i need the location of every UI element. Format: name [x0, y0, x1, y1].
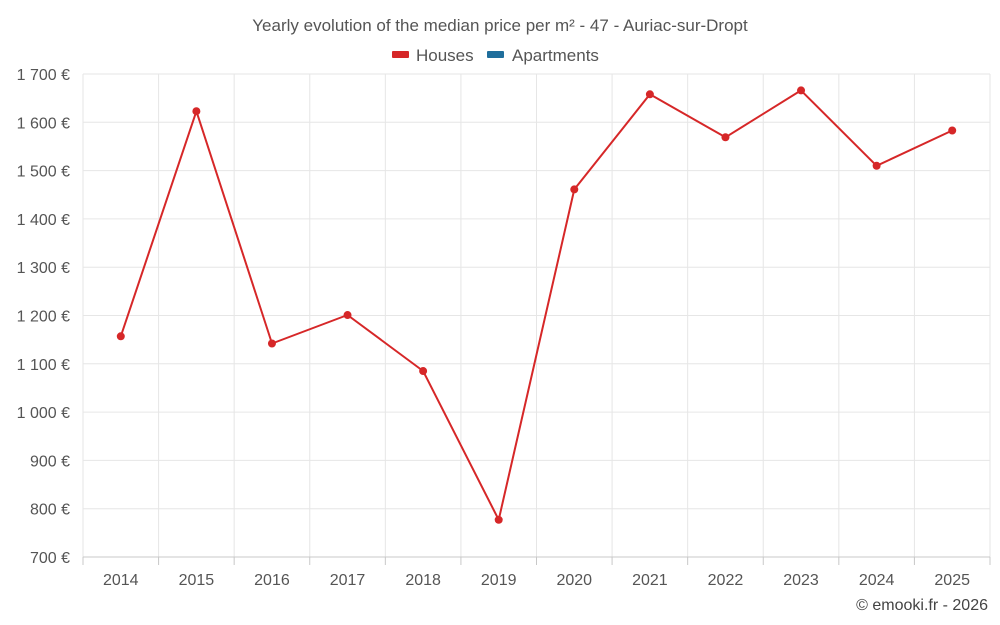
legend-swatch-houses [392, 51, 409, 58]
credit: © emooki.fr - 2026 [856, 597, 988, 614]
y-tick-label: 1 300 € [17, 260, 70, 277]
y-tick-label: 1 700 € [17, 67, 70, 84]
x-tick-label: 2019 [481, 572, 517, 589]
legend-swatch-apartments [487, 51, 504, 58]
x-tick-label: 2020 [556, 572, 592, 589]
data-point-houses[interactable] [343, 311, 352, 320]
y-tick-label: 1 200 € [17, 309, 70, 326]
data-point-houses[interactable] [872, 161, 881, 170]
y-tick-label: 700 € [30, 550, 70, 567]
y-tick-label: 1 600 € [17, 115, 70, 132]
y-tick-label: 900 € [30, 453, 70, 470]
y-tick-label: 1 400 € [17, 212, 70, 229]
data-point-houses[interactable] [116, 332, 125, 341]
data-point-houses[interactable] [192, 107, 201, 116]
data-point-houses[interactable] [570, 185, 579, 194]
x-tick-label: 2022 [708, 572, 744, 589]
data-point-houses[interactable] [267, 339, 276, 348]
x-tick-label: 2025 [934, 572, 970, 589]
chart-title: Yearly evolution of the median price per… [252, 16, 748, 35]
x-tick-label: 2018 [405, 572, 441, 589]
x-tick-label: 2021 [632, 572, 668, 589]
x-tick-label: 2024 [859, 572, 895, 589]
grid [82, 73, 991, 558]
y-tick-label: 1 000 € [17, 405, 70, 422]
series-line-houses [119, 89, 953, 521]
y-tick-label: 1 100 € [17, 357, 70, 374]
x-tick-label: 2016 [254, 572, 290, 589]
x-tick-label: 2014 [103, 572, 139, 589]
data-point-houses[interactable] [645, 90, 654, 99]
legend-item-houses[interactable]: Houses [392, 46, 474, 65]
x-tick-label: 2015 [179, 572, 215, 589]
legend-item-apartments[interactable]: Apartments [487, 46, 599, 65]
legend-label-apartments: Apartments [512, 46, 599, 65]
data-point-houses[interactable] [419, 367, 428, 376]
x-tick-label: 2023 [783, 572, 819, 589]
series-houses [116, 86, 957, 524]
data-point-houses[interactable] [494, 515, 503, 524]
data-point-houses[interactable] [948, 126, 957, 135]
data-point-houses[interactable] [797, 86, 806, 95]
legend: Houses Apartments [392, 46, 599, 65]
data-point-houses[interactable] [721, 133, 730, 142]
legend-label-houses: Houses [416, 46, 474, 65]
axes: 700 € 800 € 900 € 1 000 € 1 100 € 1 200 € 1 30… [17, 67, 991, 589]
y-tick-label: 800 € [30, 502, 70, 519]
y-tick-label: 1 500 € [17, 164, 70, 181]
x-tick-label: 2017 [330, 572, 366, 589]
